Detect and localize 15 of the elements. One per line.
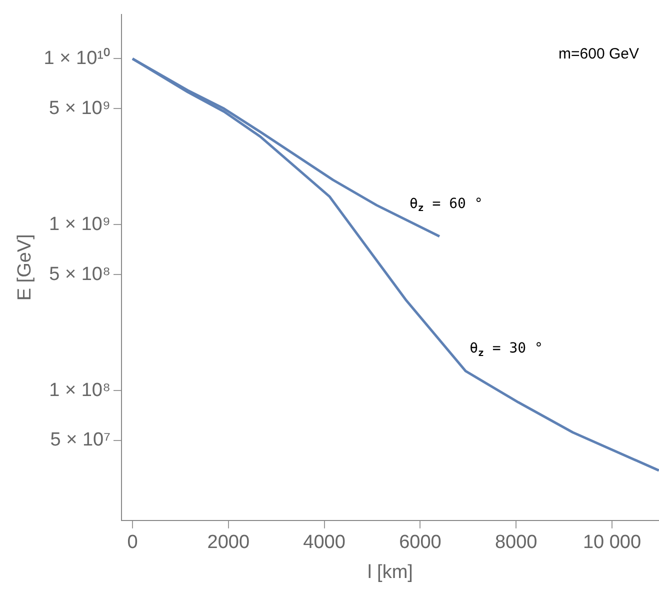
x-tick-label: 8000 [494, 532, 538, 554]
y-tick-label: 1 × 10⁸ [49, 380, 110, 401]
x-tick-label: 10 000 [582, 532, 642, 554]
y-tick-label: 5 × 10⁸ [49, 264, 110, 285]
y-tick-label: 5 × 10⁹ [48, 98, 110, 119]
y-tick-label: 5 × 10⁷ [50, 430, 111, 451]
x-axis-title: l [km] [368, 562, 413, 583]
y-axis-title: E [GeV] [14, 234, 36, 301]
y-tick-label: 1 × 10¹⁰ [44, 46, 110, 69]
x-tick-label: 6000 [399, 532, 442, 554]
y-tick-label: 1 × 10⁹ [48, 214, 110, 235]
x-tick-label: 4000 [303, 532, 346, 554]
annotation: m=600 GeV [558, 46, 639, 63]
x-tick-label: 2000 [207, 532, 250, 554]
x-tick-label: 0 [127, 532, 138, 554]
